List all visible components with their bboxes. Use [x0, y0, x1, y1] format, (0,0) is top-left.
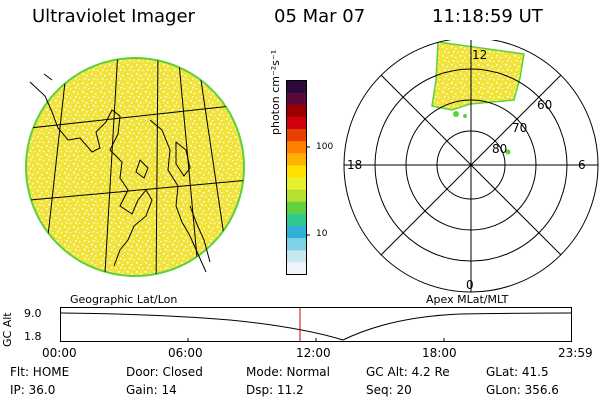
color-band: [286, 80, 307, 94]
polar-axis-diagonal: [380, 74, 562, 256]
uv-coverage-region: [431, 41, 525, 111]
flight-status: Flt: HOME: [10, 365, 70, 379]
image-time: 11:18:59 UT: [432, 6, 543, 27]
gc-alt-top-value: 9.0: [24, 307, 42, 320]
gc-alt-axis-label: GC Alt: [1, 312, 14, 347]
color-band: [286, 153, 307, 166]
gc-altitude-timeline: [60, 307, 572, 342]
auroral-blob: [505, 149, 511, 155]
seq-status: Seq: 20: [366, 383, 412, 397]
color-scale-bar: [286, 80, 310, 275]
color-band: [286, 213, 307, 227]
color-band: [286, 262, 307, 275]
gc-alt-status: GC Alt: 4.2 Re: [366, 365, 450, 379]
dsp-status: Dsp: 11.2: [246, 383, 304, 397]
auroral-blob: [463, 114, 467, 118]
time-tick-1200: 12:00: [296, 346, 331, 360]
door-status: Door: Closed: [126, 365, 203, 379]
uv-image-disk: [25, 57, 245, 277]
color-band: [286, 129, 307, 142]
scale-label-100: 100: [316, 142, 334, 152]
gc-alt-curve: [60, 312, 572, 341]
color-band: [286, 177, 307, 191]
color-band: [286, 141, 307, 154]
color-band: [286, 201, 307, 215]
auroral-blob: [453, 111, 459, 117]
mlt-label-18: 18: [347, 158, 362, 172]
glon-status: GLon: 356.6: [486, 383, 559, 397]
gain-status: Gain: 14: [126, 383, 177, 397]
lat-label-80: 80: [492, 142, 507, 156]
mode-status: Mode: Normal: [246, 365, 330, 379]
mlt-label-6: 6: [578, 158, 586, 172]
timeline-frame: [60, 307, 572, 342]
unit-label: photon cm⁻²s⁻¹: [269, 49, 282, 135]
color-band: [286, 165, 307, 178]
time-tick-0000: 00:00: [42, 346, 77, 360]
color-band: [286, 250, 307, 263]
geographic-label: Geographic Lat/Lon: [70, 293, 178, 306]
image-title: Ultraviolet Imager: [32, 6, 195, 27]
coastline-outlines: [29, 73, 211, 273]
color-band: [286, 189, 307, 203]
time-tick-2359: 23:59: [558, 346, 593, 360]
color-band: [286, 92, 307, 106]
lat-label-70: 70: [512, 121, 527, 135]
gc-alt-bottom-value: 1.8: [24, 330, 42, 343]
ip-status: IP: 36.0: [10, 383, 56, 397]
glat-status: GLat: 41.5: [486, 365, 549, 379]
polar-mlat-mlt-plot: 12 18 6 0 60 70 80: [343, 40, 599, 293]
scale-label-10: 10: [316, 229, 328, 239]
geographic-map-panel: [25, 57, 245, 277]
mlt-label-12: 12: [472, 48, 487, 62]
time-tick-1800: 18:00: [422, 346, 457, 360]
color-band: [286, 104, 307, 118]
color-band: [286, 238, 307, 251]
apex-label: Apex MLat/MLT: [426, 293, 509, 306]
geo-grid: [29, 58, 244, 276]
image-date: 05 Mar 07: [274, 6, 366, 27]
color-band: [286, 116, 307, 130]
color-band: [286, 226, 307, 239]
lat-label-60: 60: [537, 98, 552, 112]
time-tick-0600: 06:00: [168, 346, 203, 360]
mlt-label-0: 0: [466, 278, 474, 292]
